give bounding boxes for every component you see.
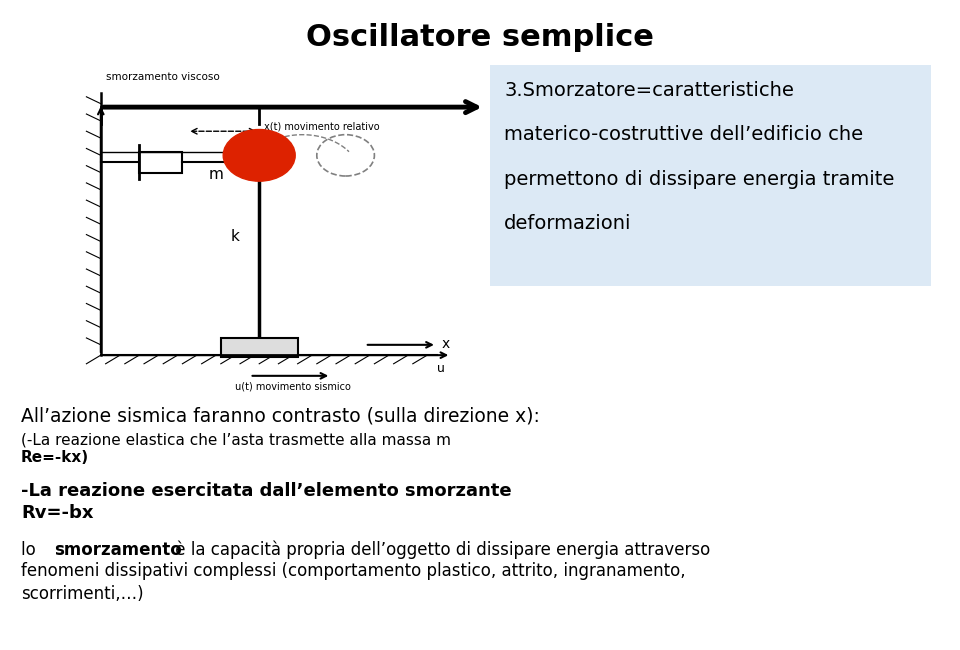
Text: x(t) movimento relativo: x(t) movimento relativo [264,122,379,131]
Text: smorzamento: smorzamento [54,541,181,559]
Text: scorrimenti,…): scorrimenti,…) [21,585,144,603]
Text: m: m [208,168,224,183]
Text: permettono di dissipare energia tramite: permettono di dissipare energia tramite [504,170,895,188]
Circle shape [223,129,296,181]
FancyBboxPatch shape [490,65,931,286]
Text: Re=-kx): Re=-kx) [21,450,89,465]
Text: u: u [437,363,444,376]
Text: deformazioni: deformazioni [504,214,632,233]
Text: u(t) movimento sismico: u(t) movimento sismico [235,382,351,391]
Text: x: x [442,337,450,351]
Bar [139,152,182,172]
Text: fenomeni dissipativi complessi (comportamento plastico, attrito, ingranamento,: fenomeni dissipativi complessi (comporta… [21,562,685,580]
Text: materico-costruttive dell’edificio che: materico-costruttive dell’edificio che [504,125,863,144]
Text: è la capacità propria dell’oggetto di dissipare energia attraverso: è la capacità propria dell’oggetto di di… [170,541,710,559]
Text: All’azione sismica faranno contrasto (sulla direzione x):: All’azione sismica faranno contrasto (su… [21,406,540,425]
Text: Oscillatore semplice: Oscillatore semplice [306,23,654,52]
Text: 3.Smorzatore=caratteristiche: 3.Smorzatore=caratteristiche [504,81,794,100]
Text: -La reazione esercitata dall’elemento smorzante: -La reazione esercitata dall’elemento sm… [21,482,512,500]
Text: lo: lo [21,541,41,559]
Bar [221,338,298,357]
Text: k: k [230,229,240,244]
Text: Rv=-bx: Rv=-bx [21,504,94,522]
Text: (-La reazione elastica che l’asta trasmette alla massa m: (-La reazione elastica che l’asta trasme… [21,432,451,447]
Text: smorzamento viscoso: smorzamento viscoso [106,72,219,81]
